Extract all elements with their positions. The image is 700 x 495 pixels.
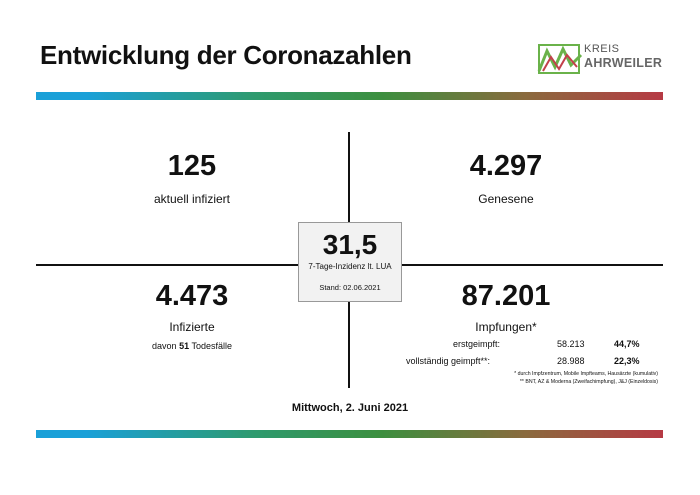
incidence-value: 31,5: [322, 229, 378, 260]
vaccinations-value: 87.201: [461, 280, 551, 312]
footnote-1: * durch Impfzentrum, Mobile Impfteams, H…: [514, 371, 658, 377]
deaths-prefix: davon: [152, 341, 177, 351]
incidence-date: Stand: 02.06.2021: [319, 283, 381, 292]
total-infected-value: 4.473: [155, 280, 229, 312]
deaths-suffix: Todesfälle: [191, 341, 232, 351]
incidence-label: 7-Tage-Inzidenz lt. LUA: [308, 262, 392, 271]
full-dose-percent: 22,3%: [614, 356, 640, 366]
deaths-count: 51: [179, 341, 190, 351]
logo-mark-icon: [537, 44, 583, 74]
active-infected-label: aktuell infiziert: [153, 192, 231, 206]
incidence-box: 31,5 7-Tage-Inzidenz lt. LUA Stand: 02.0…: [298, 222, 402, 302]
page-title: Entwicklung der Coronazahlen: [40, 40, 412, 70]
vaccinations-label: Impfungen*: [475, 320, 537, 334]
kreis-ahrweiler-logo: KREIS AHRWEILER: [537, 41, 662, 77]
recovered-value: 4.297: [469, 150, 543, 182]
first-dose-label: erstgeimpft:: [453, 339, 501, 349]
first-dose-count: 58.213: [557, 339, 585, 349]
full-dose-count: 28.988: [557, 356, 585, 366]
gradient-bar-top: [36, 92, 663, 100]
logo-text-ahrweiler: AHRWEILER: [584, 56, 663, 70]
first-dose-percent: 44,7%: [614, 339, 640, 349]
deaths-line: davon 51 Todesfälle: [92, 341, 292, 351]
total-infected-label: Infizierte: [169, 320, 215, 334]
footnote-2: ** BNT, AZ & Moderna (Zweifachimpfung), …: [519, 379, 658, 385]
full-dose-label: vollständig geimpft**:: [406, 356, 491, 366]
report-date: Mittwoch, 2. Juni 2021: [291, 402, 409, 414]
recovered-label: Genesene: [478, 192, 534, 206]
gradient-bar-bottom: [36, 430, 663, 438]
active-infected-value: 125: [167, 150, 217, 182]
logo-text-kreis: KREIS: [584, 43, 620, 55]
